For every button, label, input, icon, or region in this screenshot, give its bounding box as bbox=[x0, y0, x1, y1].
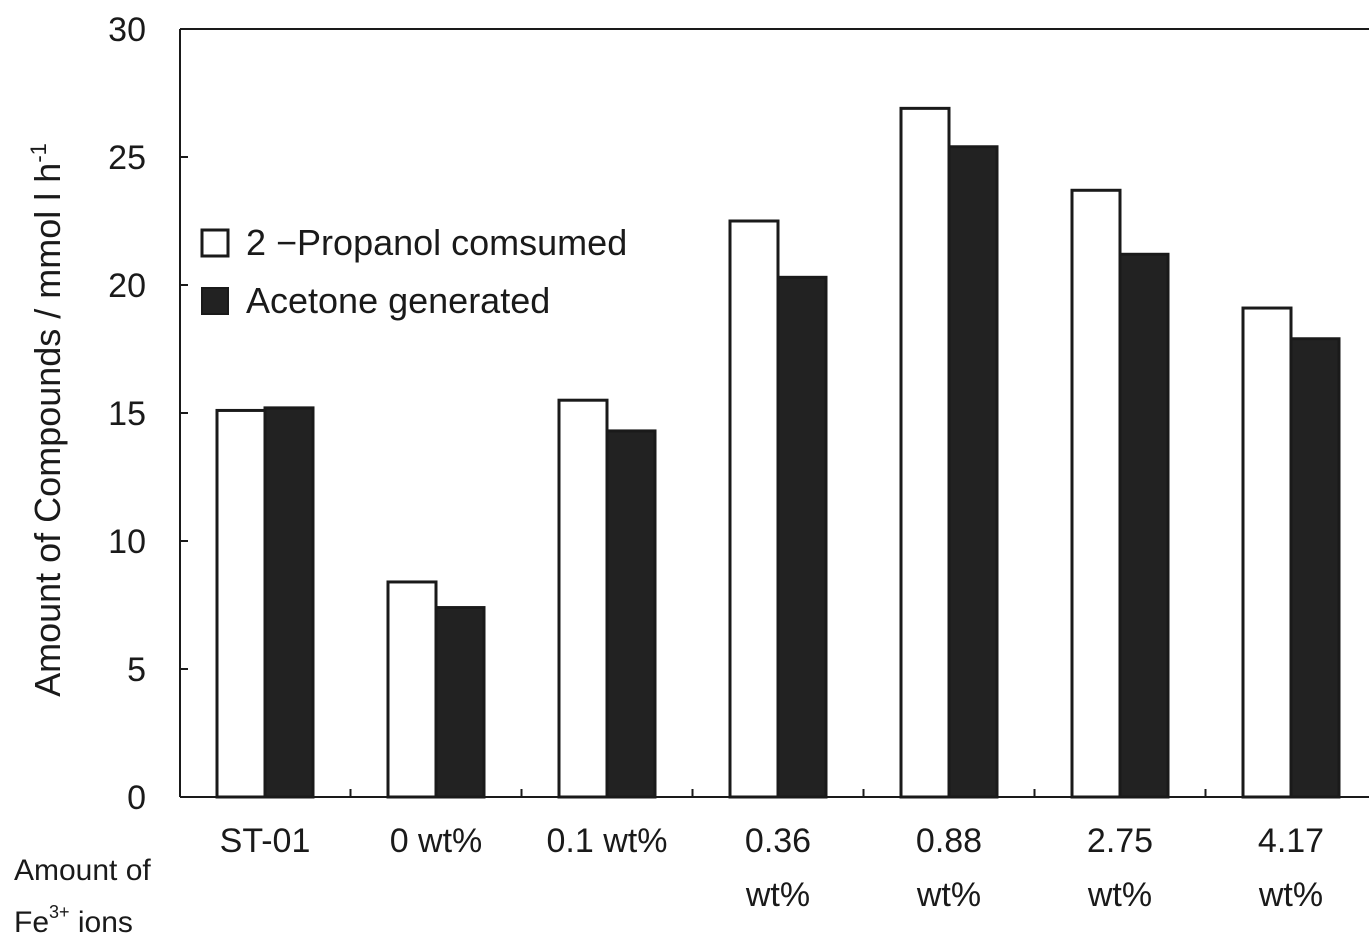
x-category-label: wt% bbox=[1087, 876, 1152, 914]
bar-propanol bbox=[1241, 306, 1293, 799]
y-tick-label: 30 bbox=[108, 11, 146, 49]
y-tick-label: 25 bbox=[108, 139, 146, 177]
bar-propanol bbox=[386, 580, 438, 799]
legend-swatch-propanol bbox=[200, 228, 230, 258]
legend-label-propanol: 2 −Propanol comsumed bbox=[246, 222, 627, 263]
x-caption-line1: Amount of bbox=[14, 854, 151, 887]
legend-label-acetone: Acetone generated bbox=[246, 280, 550, 321]
bar-acetone bbox=[947, 145, 999, 799]
x-category-label: ST-01 bbox=[220, 822, 311, 860]
bar-propanol bbox=[215, 408, 267, 799]
y-tick-label: 15 bbox=[108, 395, 146, 433]
x-category-label: 4.17 bbox=[1258, 822, 1324, 860]
x-category-label: 0.88 bbox=[916, 822, 982, 860]
x-category-label: 0.36 bbox=[745, 822, 811, 860]
x-category-label: 2.75 bbox=[1087, 822, 1153, 860]
bar-acetone bbox=[1289, 337, 1341, 799]
legend-swatch-acetone bbox=[201, 287, 229, 315]
bar-acetone bbox=[434, 606, 486, 799]
y-tick-label: 10 bbox=[108, 523, 146, 561]
bar-acetone bbox=[263, 406, 315, 799]
y-tick-label: 20 bbox=[108, 267, 146, 305]
bar-acetone bbox=[1118, 252, 1170, 799]
x-category-label: wt% bbox=[1258, 876, 1323, 914]
bar-acetone bbox=[605, 429, 657, 799]
bar-acetone bbox=[776, 275, 828, 799]
y-axis-ticks: 0 5 10 15 20 25 30 bbox=[108, 11, 188, 817]
bar-propanol bbox=[557, 398, 609, 799]
y-tick-label: 5 bbox=[127, 651, 146, 689]
y-axis-title: Amount of Compounds / mmol l h-1 bbox=[26, 143, 68, 697]
x-caption-line2: Fe3+ ions bbox=[14, 902, 133, 939]
bar-propanol bbox=[728, 219, 780, 799]
bar-propanol bbox=[1070, 188, 1122, 799]
x-category-label: 0.1 wt% bbox=[547, 822, 668, 860]
x-category-label: wt% bbox=[916, 876, 981, 914]
x-category-label: wt% bbox=[745, 876, 810, 914]
y-axis-label: Amount of Compounds / mmol l h-1 bbox=[26, 143, 68, 697]
bar-propanol bbox=[899, 106, 951, 799]
x-axis-categories: ST-01 0 wt% 0.1 wt% 0.36 wt% 0.88 wt% 2.75 wt% 4.… bbox=[220, 789, 1324, 914]
x-axis-caption: Amount of Fe3+ ions bbox=[14, 854, 151, 939]
legend: 2 −Propanol comsumed Acetone generated bbox=[200, 222, 627, 321]
y-tick-label: 0 bbox=[127, 779, 146, 817]
bars bbox=[215, 106, 1341, 799]
x-category-label: 0 wt% bbox=[390, 822, 483, 860]
